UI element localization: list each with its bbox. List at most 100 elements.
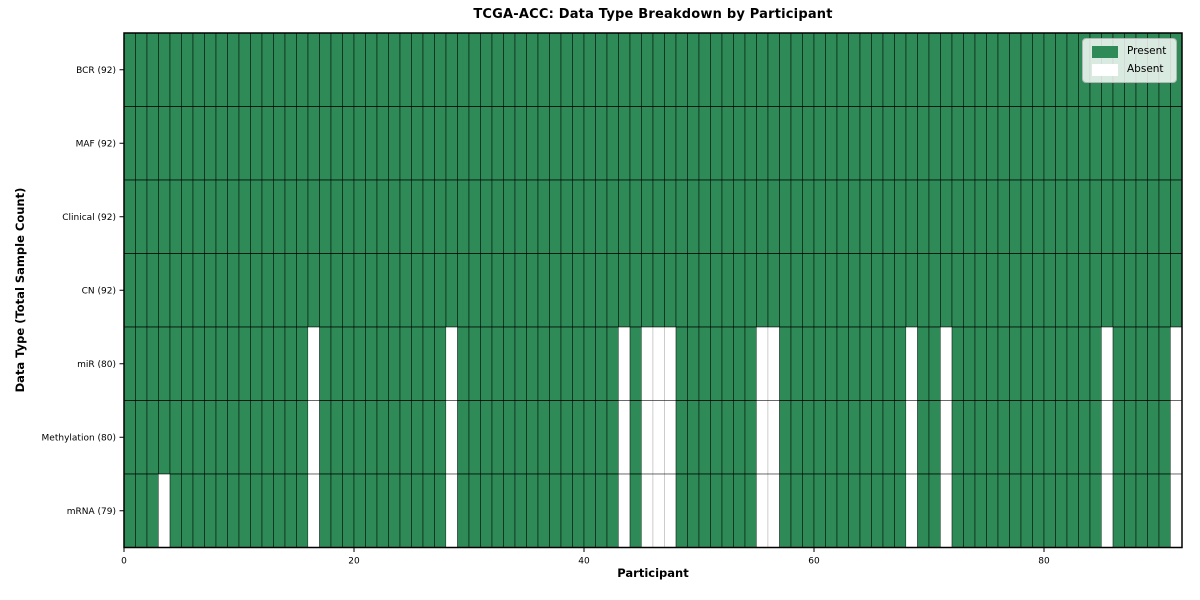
heatmap-cell xyxy=(1147,326,1160,401)
heatmap-cell xyxy=(1135,253,1148,328)
heatmap-cell xyxy=(997,326,1010,401)
heatmap-cell xyxy=(307,473,320,548)
heatmap-cell xyxy=(1170,473,1183,548)
heatmap-cell xyxy=(744,400,757,475)
heatmap-cell xyxy=(756,179,769,254)
heatmap-cell xyxy=(273,106,286,181)
heatmap-cell xyxy=(629,400,642,475)
heatmap-cell xyxy=(1055,473,1068,548)
heatmap-cell xyxy=(641,179,654,254)
heatmap-cell xyxy=(917,473,930,548)
heatmap-cell xyxy=(963,400,976,475)
heatmap-cell xyxy=(940,106,953,181)
heatmap-cell xyxy=(618,32,631,107)
heatmap-cell xyxy=(480,32,493,107)
heatmap-cell xyxy=(974,473,987,548)
heatmap-cell xyxy=(882,179,895,254)
heatmap-cell xyxy=(227,179,240,254)
heatmap-cell xyxy=(606,32,619,107)
heatmap-cell xyxy=(537,106,550,181)
heatmap-cell xyxy=(859,326,872,401)
heatmap-cell xyxy=(986,400,999,475)
heatmap-cell xyxy=(261,400,274,475)
heatmap-cell xyxy=(802,253,815,328)
heatmap-cell xyxy=(871,253,884,328)
heatmap-cell xyxy=(261,179,274,254)
heatmap-cell xyxy=(1112,400,1125,475)
heatmap-cell xyxy=(330,106,343,181)
heatmap-cell xyxy=(963,32,976,107)
heatmap-cell xyxy=(721,106,734,181)
heatmap-cell xyxy=(1009,179,1022,254)
heatmap-cell xyxy=(928,326,941,401)
heatmap-cell xyxy=(284,400,297,475)
heatmap-cell xyxy=(606,253,619,328)
heatmap-cell xyxy=(181,473,194,548)
heatmap-cell xyxy=(882,253,895,328)
heatmap-cell xyxy=(974,326,987,401)
legend-label-present: Present xyxy=(1127,45,1167,57)
heatmap-cell xyxy=(813,400,826,475)
heatmap-cell xyxy=(342,400,355,475)
heatmap-cell xyxy=(1066,32,1079,107)
heatmap-cell xyxy=(1043,106,1056,181)
heatmap-cell xyxy=(296,326,309,401)
heatmap-cell xyxy=(859,32,872,107)
heatmap-cell xyxy=(1112,253,1125,328)
heatmap-cell xyxy=(227,400,240,475)
heatmap-cell xyxy=(951,400,964,475)
heatmap-cell xyxy=(848,253,861,328)
heatmap-cell xyxy=(802,473,815,548)
heatmap-cell xyxy=(204,400,217,475)
heatmap-cell xyxy=(261,32,274,107)
heatmap-cell xyxy=(1124,473,1137,548)
heatmap-cell xyxy=(123,326,136,401)
heatmap-cell xyxy=(583,32,596,107)
heatmap-cell xyxy=(871,32,884,107)
heatmap-cell xyxy=(503,106,516,181)
heatmap-cell xyxy=(468,179,481,254)
heatmap-cell xyxy=(434,179,447,254)
heatmap-cell xyxy=(1124,400,1137,475)
heatmap-cell xyxy=(1020,106,1033,181)
heatmap-cell xyxy=(733,400,746,475)
heatmap-cell xyxy=(422,32,435,107)
heatmap-cell xyxy=(227,326,240,401)
heatmap-cell xyxy=(503,326,516,401)
heatmap-cell xyxy=(986,106,999,181)
heatmap-cell xyxy=(537,326,550,401)
heatmap-cell xyxy=(1032,32,1045,107)
heatmap-cell xyxy=(1055,400,1068,475)
heatmap-cell xyxy=(1158,179,1171,254)
heatmap-cell xyxy=(974,106,987,181)
heatmap-cell xyxy=(388,253,401,328)
heatmap-cell xyxy=(192,179,205,254)
heatmap-cell xyxy=(181,326,194,401)
heatmap-cell xyxy=(1170,106,1183,181)
heatmap-cell xyxy=(606,326,619,401)
heatmap-cell xyxy=(353,253,366,328)
heatmap-cell xyxy=(261,473,274,548)
heatmap-cell xyxy=(158,32,171,107)
heatmap-cell xyxy=(905,326,918,401)
heatmap-cell xyxy=(572,179,585,254)
heatmap-cell xyxy=(940,179,953,254)
heatmap-cell xyxy=(296,106,309,181)
heatmap-cell xyxy=(422,400,435,475)
heatmap-cell xyxy=(250,32,263,107)
heatmap-cell xyxy=(480,473,493,548)
heatmap-cell xyxy=(457,400,470,475)
x-axis-label: Participant xyxy=(617,566,689,580)
heatmap-cell xyxy=(1101,179,1114,254)
heatmap-cell xyxy=(1009,106,1022,181)
heatmap-cell xyxy=(215,326,228,401)
heatmap-cell xyxy=(1158,326,1171,401)
heatmap-cell xyxy=(940,32,953,107)
heatmap-cell xyxy=(284,326,297,401)
heatmap-cell xyxy=(894,400,907,475)
heatmap-cell xyxy=(123,106,136,181)
heatmap-cell xyxy=(951,32,964,107)
present-swatch xyxy=(1092,45,1118,58)
heatmap-cell xyxy=(342,179,355,254)
